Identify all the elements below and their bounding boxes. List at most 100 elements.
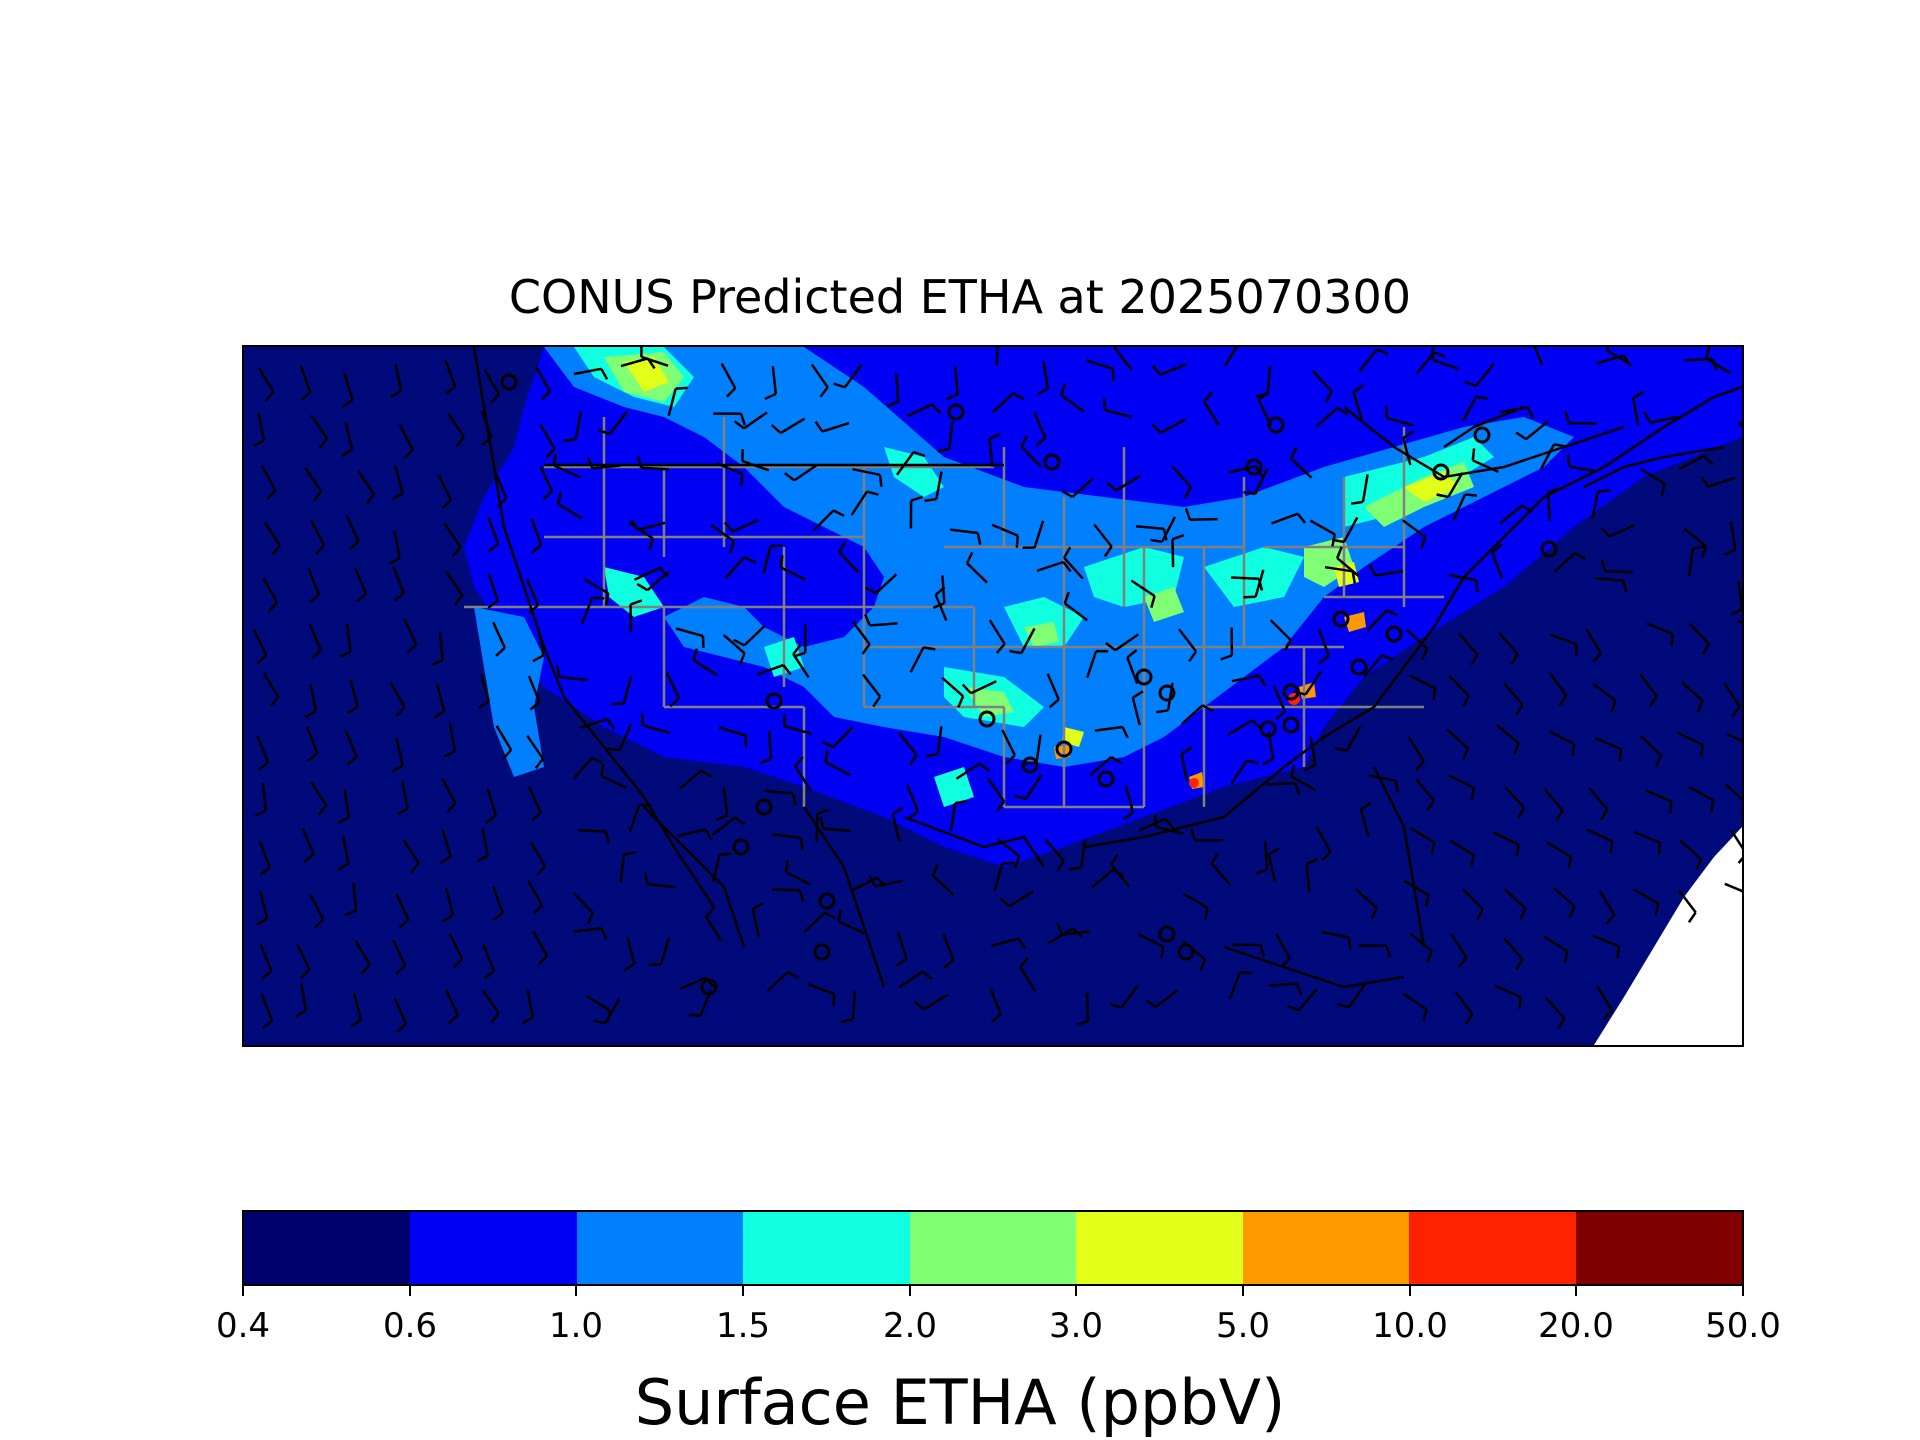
wind-barb bbox=[391, 465, 404, 501]
colorbar-tick bbox=[409, 1284, 411, 1296]
wind-barb bbox=[1723, 682, 1741, 718]
wind-barb bbox=[1337, 983, 1366, 1009]
wind-barb bbox=[1405, 628, 1429, 661]
colorbar-tick-label: 2.0 bbox=[882, 1306, 938, 1346]
wind-barb bbox=[1499, 406, 1535, 419]
wind-barb bbox=[442, 887, 455, 923]
wind-barb bbox=[483, 369, 500, 404]
calm-wind-circle bbox=[755, 798, 773, 816]
wind-barb bbox=[1553, 552, 1587, 573]
colorbar-tick-label: 5.0 bbox=[1215, 1306, 1271, 1346]
wind-barb bbox=[1687, 545, 1705, 577]
wind-barb bbox=[999, 890, 1034, 908]
wind-barb bbox=[741, 449, 770, 472]
wind-barb bbox=[254, 782, 268, 817]
wind-barb bbox=[1180, 704, 1214, 725]
wind-barb bbox=[390, 363, 403, 398]
wind-barb bbox=[1130, 579, 1156, 608]
wind-barb bbox=[1311, 370, 1333, 403]
wind-barb bbox=[807, 982, 836, 1007]
wind-barb bbox=[1056, 923, 1091, 936]
colorbar-segment-6 bbox=[1242, 1212, 1410, 1284]
wind-barb bbox=[529, 841, 547, 877]
wind-barb bbox=[771, 888, 805, 903]
wind-barb bbox=[1227, 719, 1262, 736]
wind-barb bbox=[1683, 527, 1708, 558]
wind-barb bbox=[1533, 347, 1544, 366]
wind-barb bbox=[1402, 519, 1427, 549]
wind-barb bbox=[1368, 564, 1404, 577]
wind-barb bbox=[1461, 395, 1489, 422]
calm-wind-circle bbox=[1177, 943, 1195, 961]
wind-barb bbox=[770, 417, 806, 435]
region-1.0-1.5-west bbox=[474, 607, 544, 777]
wind-barb bbox=[1243, 569, 1265, 599]
wind-barb bbox=[388, 530, 401, 566]
colorbar-segment-4 bbox=[909, 1212, 1077, 1284]
wind-barb bbox=[1724, 521, 1737, 556]
wind-barb bbox=[628, 803, 652, 832]
wind-barb bbox=[1122, 785, 1135, 821]
wind-barb bbox=[715, 462, 744, 486]
wind-barb bbox=[1436, 472, 1464, 499]
wind-barb bbox=[1677, 889, 1697, 924]
wind-barb bbox=[444, 359, 457, 395]
wind-barb bbox=[1110, 853, 1130, 888]
wind-barb bbox=[1539, 443, 1566, 470]
wind-barb bbox=[354, 939, 371, 975]
wind-barb bbox=[532, 627, 545, 663]
wind-barb bbox=[988, 432, 1001, 467]
wind-barb bbox=[600, 763, 628, 790]
wind-barb bbox=[357, 470, 376, 505]
wind-barb bbox=[724, 556, 756, 579]
wind-barb bbox=[1232, 943, 1266, 957]
wind-barb bbox=[1178, 628, 1198, 663]
wind-barb bbox=[350, 992, 363, 1028]
wind-barb bbox=[891, 806, 904, 842]
wind-barb bbox=[437, 474, 453, 510]
wind-barb bbox=[1076, 992, 1090, 1027]
wind-barb bbox=[821, 726, 854, 749]
wind-barb bbox=[1585, 628, 1602, 664]
colorbar-segment-2 bbox=[576, 1212, 744, 1284]
wind-barb bbox=[440, 829, 452, 865]
wind-barb bbox=[1566, 454, 1598, 473]
wind-barb bbox=[720, 362, 737, 398]
wind-barb bbox=[494, 472, 508, 508]
calm-wind-circle bbox=[1055, 740, 1073, 758]
wind-barb bbox=[913, 993, 949, 1011]
wind-barb bbox=[784, 859, 812, 887]
wind-barb bbox=[851, 620, 871, 655]
wind-barb bbox=[784, 463, 819, 482]
wind-barb bbox=[1431, 347, 1460, 371]
wind-barb bbox=[1700, 476, 1736, 488]
wind-barb bbox=[989, 987, 1002, 1023]
colorbar-tick-label: 50.0 bbox=[1705, 1306, 1781, 1346]
wind-barb bbox=[1046, 673, 1060, 709]
wind-barb bbox=[1033, 411, 1047, 447]
wind-barb bbox=[259, 944, 273, 980]
wind-barb bbox=[1546, 841, 1573, 870]
wind-barb bbox=[810, 363, 829, 398]
calm-wind-circle bbox=[765, 692, 783, 710]
wind-barb bbox=[1646, 622, 1674, 646]
wind-barb bbox=[1060, 383, 1085, 413]
wind-barb bbox=[1503, 937, 1524, 971]
colorbar-tick bbox=[1075, 1284, 1077, 1296]
wind-barb bbox=[1737, 619, 1742, 625]
wind-barb bbox=[628, 521, 655, 551]
wind-barb bbox=[1109, 984, 1139, 1009]
colorbar-tick bbox=[1409, 1284, 1411, 1296]
wind-barb bbox=[909, 495, 923, 529]
wind-barb bbox=[398, 424, 414, 460]
wind-barb bbox=[1586, 828, 1614, 854]
colorbar-tick bbox=[1575, 1284, 1577, 1296]
colorbar-tick-label: 10.0 bbox=[1372, 1306, 1448, 1346]
wind-barb bbox=[1210, 852, 1231, 886]
wind-barb bbox=[1354, 888, 1378, 920]
wind-barb bbox=[1705, 347, 1731, 375]
colorbar-tick bbox=[1742, 1284, 1744, 1296]
wind-barb bbox=[1504, 888, 1527, 920]
wind-barb bbox=[1595, 577, 1628, 593]
wind-barb bbox=[478, 673, 491, 709]
